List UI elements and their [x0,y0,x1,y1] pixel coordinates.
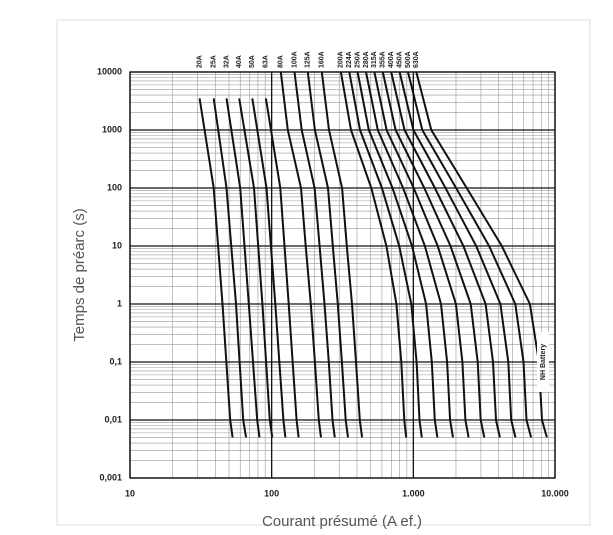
curve-label: 25A [211,55,218,68]
curve-label: 50A [249,55,256,68]
y-tick-label: 0,001 [99,472,122,482]
curve-label: 80A [278,55,285,68]
plot-frame [129,71,556,479]
curve-label: 315A [371,51,378,68]
y-tick-label: 10 [112,240,122,250]
curve-label: 125A [305,51,312,68]
fuse-curve [381,71,486,438]
curve-label: 32A [223,55,230,68]
x-tick-label: 10.000 [541,488,569,498]
fuse-curve [212,98,248,438]
y-axis-title: Temps de préarc (s) [71,208,88,341]
y-tick-label: 10000 [97,66,122,76]
fuse-curve [365,71,454,438]
curve-label: 500A [405,51,412,68]
fuse-curve [225,98,261,438]
curve-label: 630A [413,51,420,68]
fuse-curve [373,71,470,438]
x-axis-title: Courant présumé (A ef.) [262,513,422,530]
x-tick-label: 1.000 [402,488,425,498]
fuse-curve [390,71,501,438]
fuse-curve [348,71,423,438]
y-tick-label: 1 [117,298,122,308]
fuse-curve [398,71,517,438]
y-tick-label: 1000 [102,124,122,134]
fuse-curve [407,71,533,438]
curve-label: 280A [363,51,370,68]
x-tick-label: 100 [264,488,279,498]
y-tick-label: 0,1 [109,356,122,366]
curve-label: 400A [388,51,395,68]
curve-label: 224A [346,51,353,68]
curve-label: 355A [380,51,387,68]
panel-frame [56,19,591,526]
curve-label: 100A [291,51,298,68]
curve-label: 20A [196,55,203,68]
fuse-curve [293,71,336,438]
y-tick-label: 0,01 [104,414,122,424]
annotation: NH Battery [540,344,547,380]
fuse-curve [264,98,300,438]
annotation-bg [537,332,549,392]
curve-label: 40A [236,55,243,68]
curve-label: 63A [263,55,270,68]
fuse-curve [356,71,439,438]
fuse-curve [198,98,234,438]
y-tick-label: 100 [107,182,122,192]
curve-label: 200A [338,51,345,68]
curve-label: 450A [396,51,403,68]
fuse-curve [251,98,287,438]
fuse-curve [279,71,322,438]
fuse-curve [320,71,364,438]
fuse-curve [339,71,408,438]
fuse-curve [238,98,274,438]
x-tick-label: 10 [125,488,135,498]
fuse-curve [415,71,548,438]
curve-label: 250A [354,51,361,68]
curve-label: 160A [319,51,326,68]
fuse-curve [306,71,349,438]
